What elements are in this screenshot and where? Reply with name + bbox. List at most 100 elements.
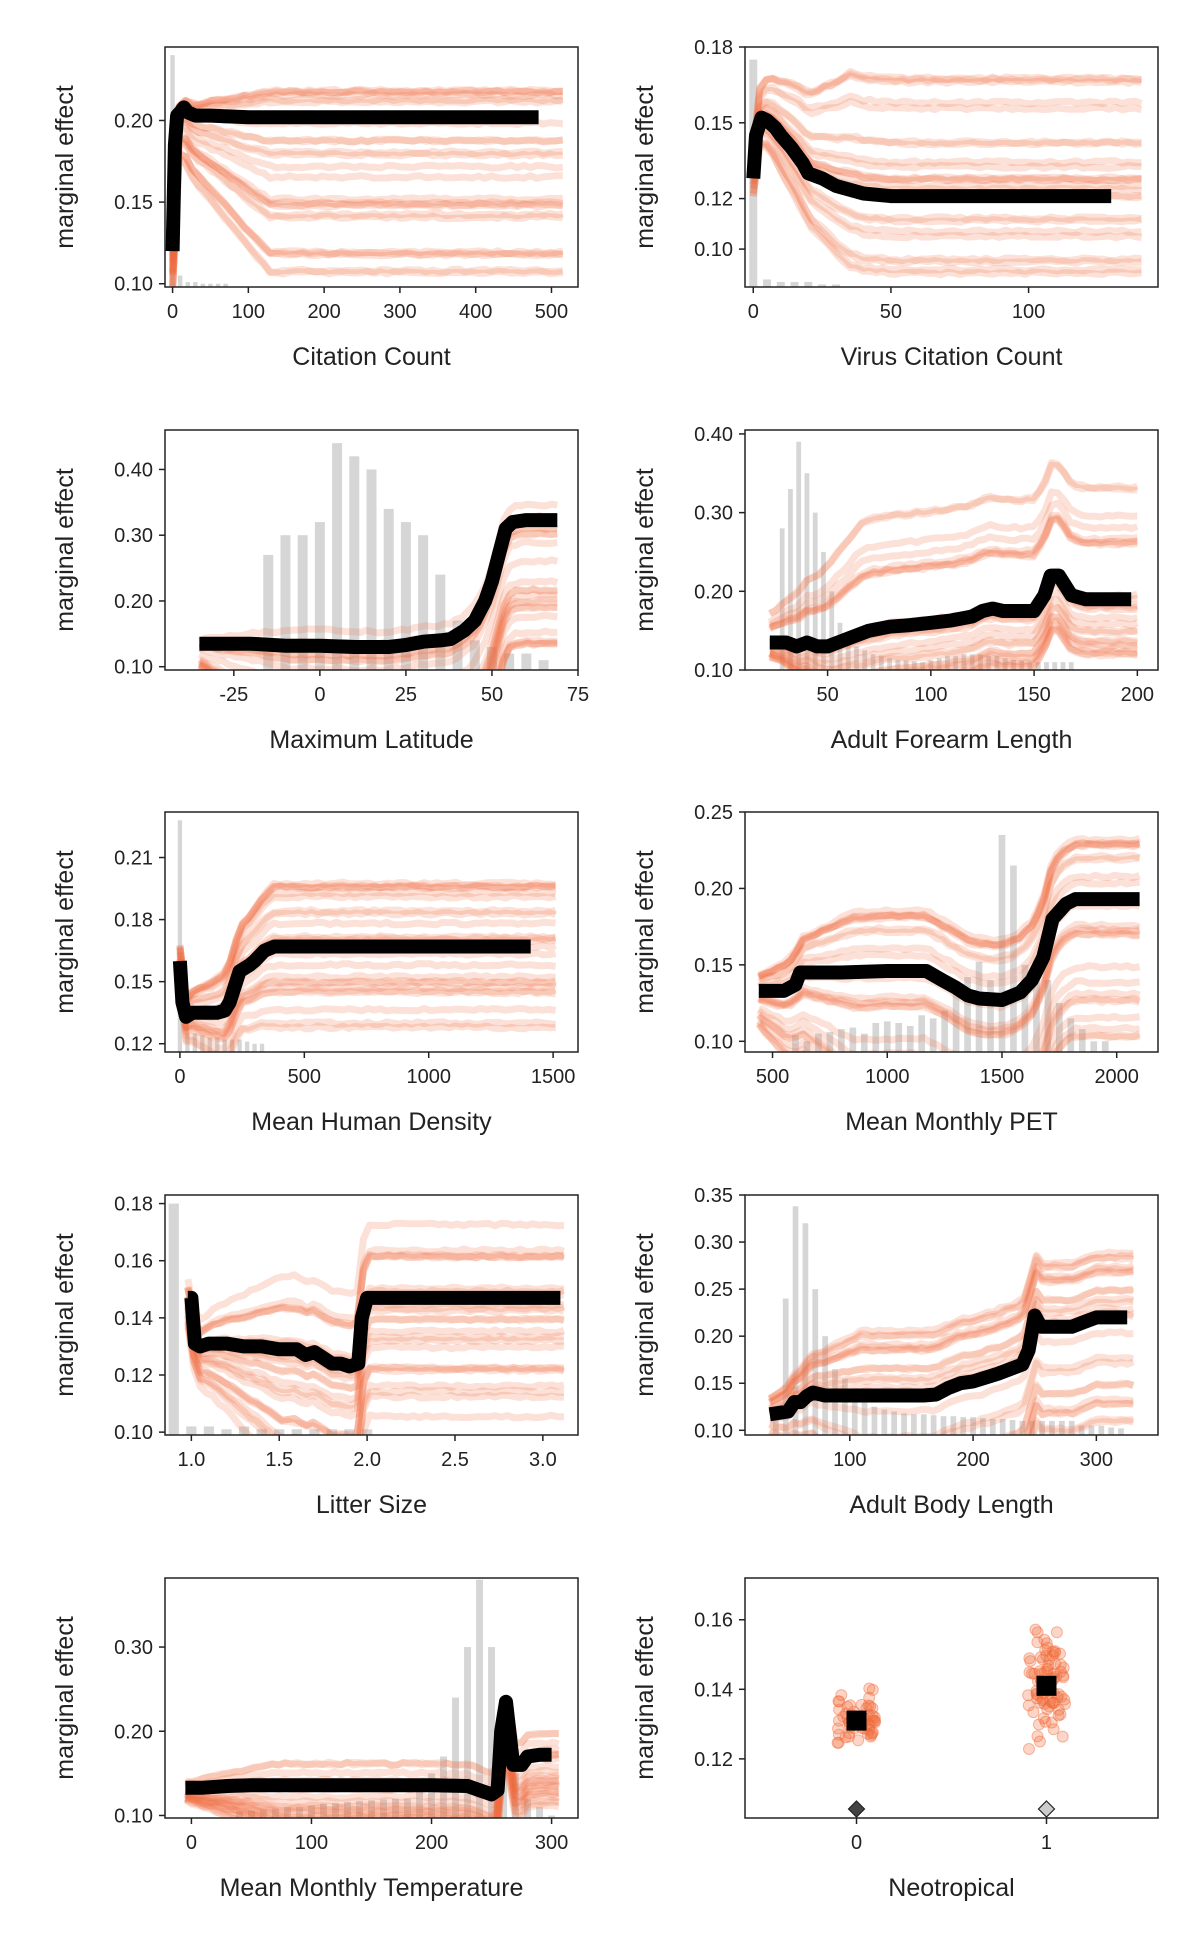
histogram-bar (944, 655, 950, 670)
y-axis: 0.10 0.15 0.20 0.25 (694, 802, 745, 1053)
x-tick-label: 100 (295, 1832, 328, 1854)
histogram-bar (804, 473, 810, 670)
ice-curve (169, 117, 564, 261)
x-tick-label: 50 (481, 684, 503, 706)
ice-point (1052, 1703, 1065, 1716)
ice-point (832, 1695, 845, 1708)
ice-curve (169, 85, 564, 247)
ice-curve (176, 968, 557, 1037)
histogram-bar (860, 1033, 868, 1052)
plot-area (767, 441, 1139, 670)
y-tick-label: 0.18 (114, 910, 153, 932)
ice-curve (184, 1760, 560, 1818)
ice-point (835, 1689, 848, 1702)
ice-curve (176, 892, 557, 1005)
ice-point (866, 1727, 878, 1740)
ice-curve (184, 1730, 559, 1809)
plot-area (183, 1579, 560, 1818)
ice-curve (184, 1303, 565, 1393)
ice-curve (169, 117, 564, 262)
histogram-bar (986, 655, 992, 670)
histogram-bar (861, 1402, 868, 1435)
y-axis: 0.10 0.20 0.30 0.40 (694, 424, 745, 682)
ice-curve (769, 511, 1138, 630)
y-tick-label: 0.30 (694, 1232, 733, 1254)
x-tick-label: 0 (314, 684, 325, 706)
ice-point (862, 1699, 875, 1712)
histogram-bar (203, 1426, 215, 1435)
histogram-bar (223, 283, 228, 287)
ice-curve (749, 124, 1143, 226)
ice-curve (768, 1286, 1135, 1412)
ice-point (1045, 1716, 1058, 1729)
histogram-bar (177, 820, 183, 1052)
ice-curve (184, 1319, 565, 1435)
histogram-bar (215, 1037, 220, 1052)
ice-curve (176, 878, 556, 1002)
x-tick-label: 2.0 (353, 1449, 381, 1471)
histogram-bar (428, 1773, 436, 1818)
y-axis-label: marginal effect (631, 85, 659, 249)
ice-point (1031, 1730, 1044, 1743)
histogram-bar (332, 443, 343, 670)
y-axis-label: marginal effect (631, 1233, 659, 1397)
ice-curve (169, 115, 563, 258)
ice-curve (176, 979, 557, 1052)
ice-point (852, 1734, 865, 1747)
x-axis-label: Litter Size (316, 1491, 427, 1519)
ice-curve (197, 603, 558, 670)
ice-curve (749, 140, 1142, 267)
histogram-bar (911, 1414, 917, 1435)
ice-curve (767, 1248, 1134, 1402)
ice-curve (757, 834, 1141, 979)
y-tick-label: 0.21 (114, 848, 153, 870)
histogram-bar (920, 1414, 927, 1435)
panel-2: 0.10 0.12 0.15 0.18 0 50 100 Virus Citation Cou… (631, 37, 1159, 371)
ice-curve (767, 1264, 1134, 1405)
y-tick-label: 0.25 (694, 802, 733, 824)
histogram-bar (929, 1018, 937, 1052)
histogram-bar (940, 1416, 947, 1435)
ice-point (865, 1728, 878, 1741)
x-axis: 1.0 1.5 2.0 2.5 3.0 (177, 1435, 557, 1471)
y-axis: 0.10 0.15 0.20 (114, 110, 165, 296)
histogram-bar (812, 1289, 819, 1435)
y-tick-label: 0.20 (114, 591, 153, 613)
histogram-bar (903, 660, 909, 670)
x-tick-label: 100 (1012, 301, 1045, 323)
x-axis-label: Mean Human Density (251, 1108, 492, 1136)
histogram-bar (802, 1223, 809, 1435)
ice-curve (749, 72, 1143, 152)
ice-point (1033, 1735, 1046, 1748)
y-tick-label: 0.25 (694, 1279, 733, 1301)
ice-curve (749, 143, 1142, 279)
ice-curve (169, 154, 564, 287)
ice-curve (755, 1022, 1141, 1052)
ice-curve (176, 971, 557, 1042)
x-axis-label: Neotropical (888, 1874, 1014, 1902)
x-tick-label: 50 (816, 684, 838, 706)
y-tick-label: 0.30 (114, 1637, 153, 1659)
ice-curve (768, 1285, 1134, 1411)
histogram-bar (200, 1035, 205, 1052)
histogram-bar (238, 1426, 250, 1435)
histogram-bar (906, 1026, 914, 1052)
histogram-bar (878, 655, 884, 670)
histogram-bar (452, 620, 463, 670)
histogram-bar (849, 1027, 857, 1052)
ice-curve (169, 115, 564, 256)
histogram-bar (960, 1417, 967, 1435)
ice-point (832, 1722, 844, 1735)
histogram-bar (326, 1429, 338, 1435)
ice-point (1057, 1671, 1070, 1684)
histogram-bar (841, 1378, 848, 1435)
histogram-bar (1068, 1420, 1075, 1435)
histogram-bar (782, 1298, 789, 1435)
histogram-bar (1009, 1419, 1016, 1435)
histogram-bar (872, 1022, 880, 1052)
x-axis: 0 100 200 300 (186, 1818, 568, 1854)
x-tick-label: 150 (1017, 684, 1050, 706)
histogram-bar (928, 660, 934, 670)
ice-point (866, 1709, 879, 1722)
ice-curve (749, 141, 1142, 275)
